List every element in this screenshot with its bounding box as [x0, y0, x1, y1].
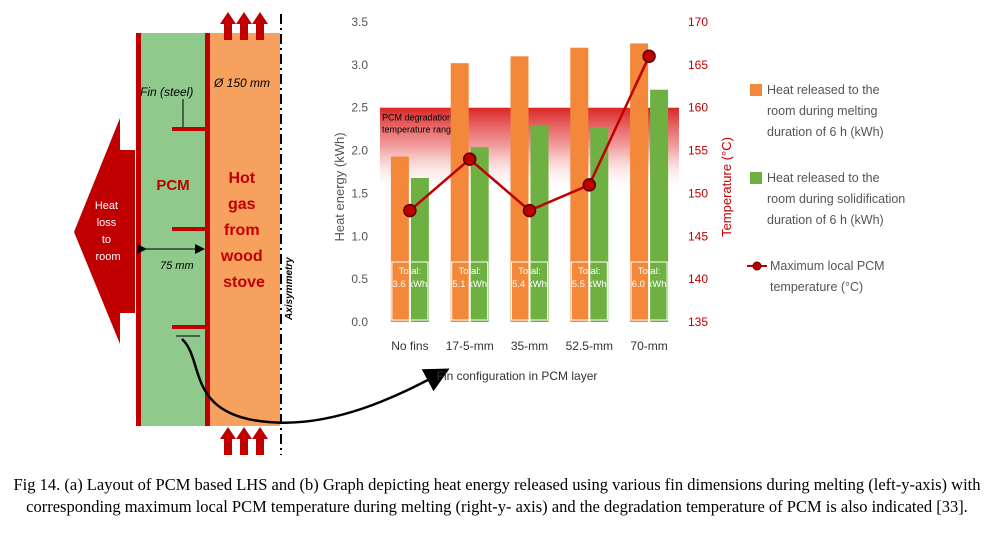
left-y-tick-label: 2.0 [351, 144, 368, 158]
hot-gas-inlet-arrows-top [220, 12, 268, 40]
left-y-axis: 0.0 0.5 1.0 1.5 2.0 2.5 3.0 3.5 [351, 15, 368, 329]
total-label-value: 5.1 kWh [452, 279, 487, 290]
degradation-band-label-line: PCM degradation [382, 113, 452, 123]
legend-label-line: duration of 6 h (kWh) [767, 213, 884, 227]
connector-arrow [181, 338, 450, 424]
left-y-tick-label: 0.5 [351, 272, 368, 286]
hot-gas-label: Hot gas from wood stove [220, 170, 267, 291]
legend-label-line: room during solidification [767, 192, 905, 206]
legend-swatch [750, 84, 762, 96]
total-label-value: 5.4 kWh [512, 279, 547, 290]
legend-label-line: room during melting [767, 104, 878, 118]
x-tick-label: 70-mm [630, 339, 667, 353]
schematic: Heat loss to room Fin (steel) PCM Ø 150 … [74, 12, 450, 455]
figure-caption: Fig 14. (a) Layout of PCM based LHS and … [13, 475, 981, 516]
solidification-bar [590, 127, 609, 322]
solidification-bar [650, 89, 669, 322]
total-label-box [570, 261, 608, 321]
total-label-box [451, 261, 489, 321]
x-tick-label: 52.5-mm [566, 339, 613, 353]
temperature-point [582, 178, 597, 192]
legend-label-line: temperature (°C) [770, 280, 863, 294]
fin [172, 325, 205, 329]
x-tick-label: 35-mm [511, 339, 548, 353]
legend-label-line: Heat released to the [767, 83, 880, 97]
x-tick-label: 17-5-mm [446, 339, 494, 353]
right-y-tick-label: 160 [688, 101, 708, 115]
bar-series-group [390, 43, 669, 323]
legend: Heat released to the room during melting d… [747, 83, 905, 294]
total-label-prefix: Total: [518, 266, 541, 277]
temperature-point [403, 203, 417, 218]
temperature-point [522, 203, 537, 218]
legend-label-line: Heat released to the [767, 171, 880, 185]
right-y-axis: 135 140 145 150 155 160 165 170 [688, 15, 708, 329]
diameter-label: Ø 150 mm [213, 76, 270, 90]
solidification-bar [530, 125, 549, 322]
x-axis-title: Fin configuration in PCM layer [437, 369, 598, 383]
left-y-tick-label: 3.0 [351, 58, 368, 72]
degradation-band-label-line: temperature range [382, 125, 456, 135]
total-label-box [511, 261, 548, 321]
total-label-prefix: Total: [638, 266, 661, 277]
heat-loss-label: Heat loss to room [95, 200, 121, 263]
thickness-label: 75 mm [160, 260, 194, 272]
fin-label: Fin (steel) [140, 85, 193, 99]
right-y-axis-title: Temperature (°C) [719, 137, 734, 237]
total-label-box [391, 261, 429, 321]
right-y-tick-label: 135 [688, 315, 708, 329]
degradation-band [380, 107, 679, 194]
fin [172, 127, 205, 131]
left-y-axis-title: Heat energy (kWh) [332, 132, 347, 241]
right-y-tick-label: 155 [688, 144, 708, 158]
degradation-band-label: PCM degradation temperature range [382, 113, 456, 135]
total-label-value: 6.0 kWh [632, 279, 667, 290]
total-label-prefix: Total: [399, 266, 422, 277]
heat-loss-arrow [74, 118, 135, 344]
temperature-line-group [403, 49, 656, 218]
total-labels: Total: 3.6 kWh Total: 5.1 kWh Total: 5.4 kWh T… [391, 261, 668, 321]
melting-bar [570, 47, 589, 322]
melting-bar [510, 56, 529, 323]
hot-gas-region [210, 33, 280, 426]
fin [172, 227, 205, 231]
x-tick-label: No fins [391, 339, 428, 353]
chart: PCM degradation temperature range Total:… [332, 15, 905, 383]
left-y-tick-label: 1.5 [351, 186, 368, 200]
legend-marker [752, 261, 762, 271]
inner-wall [205, 33, 210, 426]
temperature-point [642, 49, 656, 64]
total-label-prefix: Total: [578, 266, 601, 277]
legend-label-line: duration of 6 h (kWh) [767, 125, 884, 139]
right-y-tick-label: 150 [688, 186, 708, 200]
x-axis: No fins 17-5-mm 35-mm 52.5-mm 70-mm [391, 339, 668, 353]
solidification-bar [410, 178, 429, 322]
left-y-tick-label: 2.5 [351, 101, 368, 115]
legend-label-line: Maximum local PCM [770, 259, 885, 273]
left-y-tick-label: 3.5 [351, 15, 368, 29]
total-label-value: 3.6 kWh [392, 279, 427, 290]
total-label-box [630, 261, 668, 321]
pcm-label: PCM [156, 177, 189, 194]
total-label-prefix: Total: [458, 266, 481, 277]
melting-bar [390, 156, 409, 322]
melting-bar [450, 63, 469, 323]
solidification-bar [470, 147, 489, 322]
right-y-tick-label: 165 [688, 58, 708, 72]
total-label-value: 5.5 kWh [572, 279, 607, 290]
right-y-tick-label: 145 [688, 229, 708, 243]
figure-canvas: Heat loss to room Fin (steel) PCM Ø 150 … [74, 12, 905, 455]
right-y-tick-label: 140 [688, 272, 708, 286]
melting-bar [630, 43, 649, 323]
hot-gas-inlet-arrows-bottom [220, 427, 268, 455]
legend-swatch [750, 172, 762, 184]
left-y-tick-label: 1.0 [351, 229, 368, 243]
temperature-point [462, 152, 477, 166]
right-y-tick-label: 170 [688, 15, 708, 29]
axisymmetry-label: Axisymmetry [284, 257, 295, 321]
outer-wall [136, 33, 141, 426]
left-y-tick-label: 0.0 [351, 315, 368, 329]
